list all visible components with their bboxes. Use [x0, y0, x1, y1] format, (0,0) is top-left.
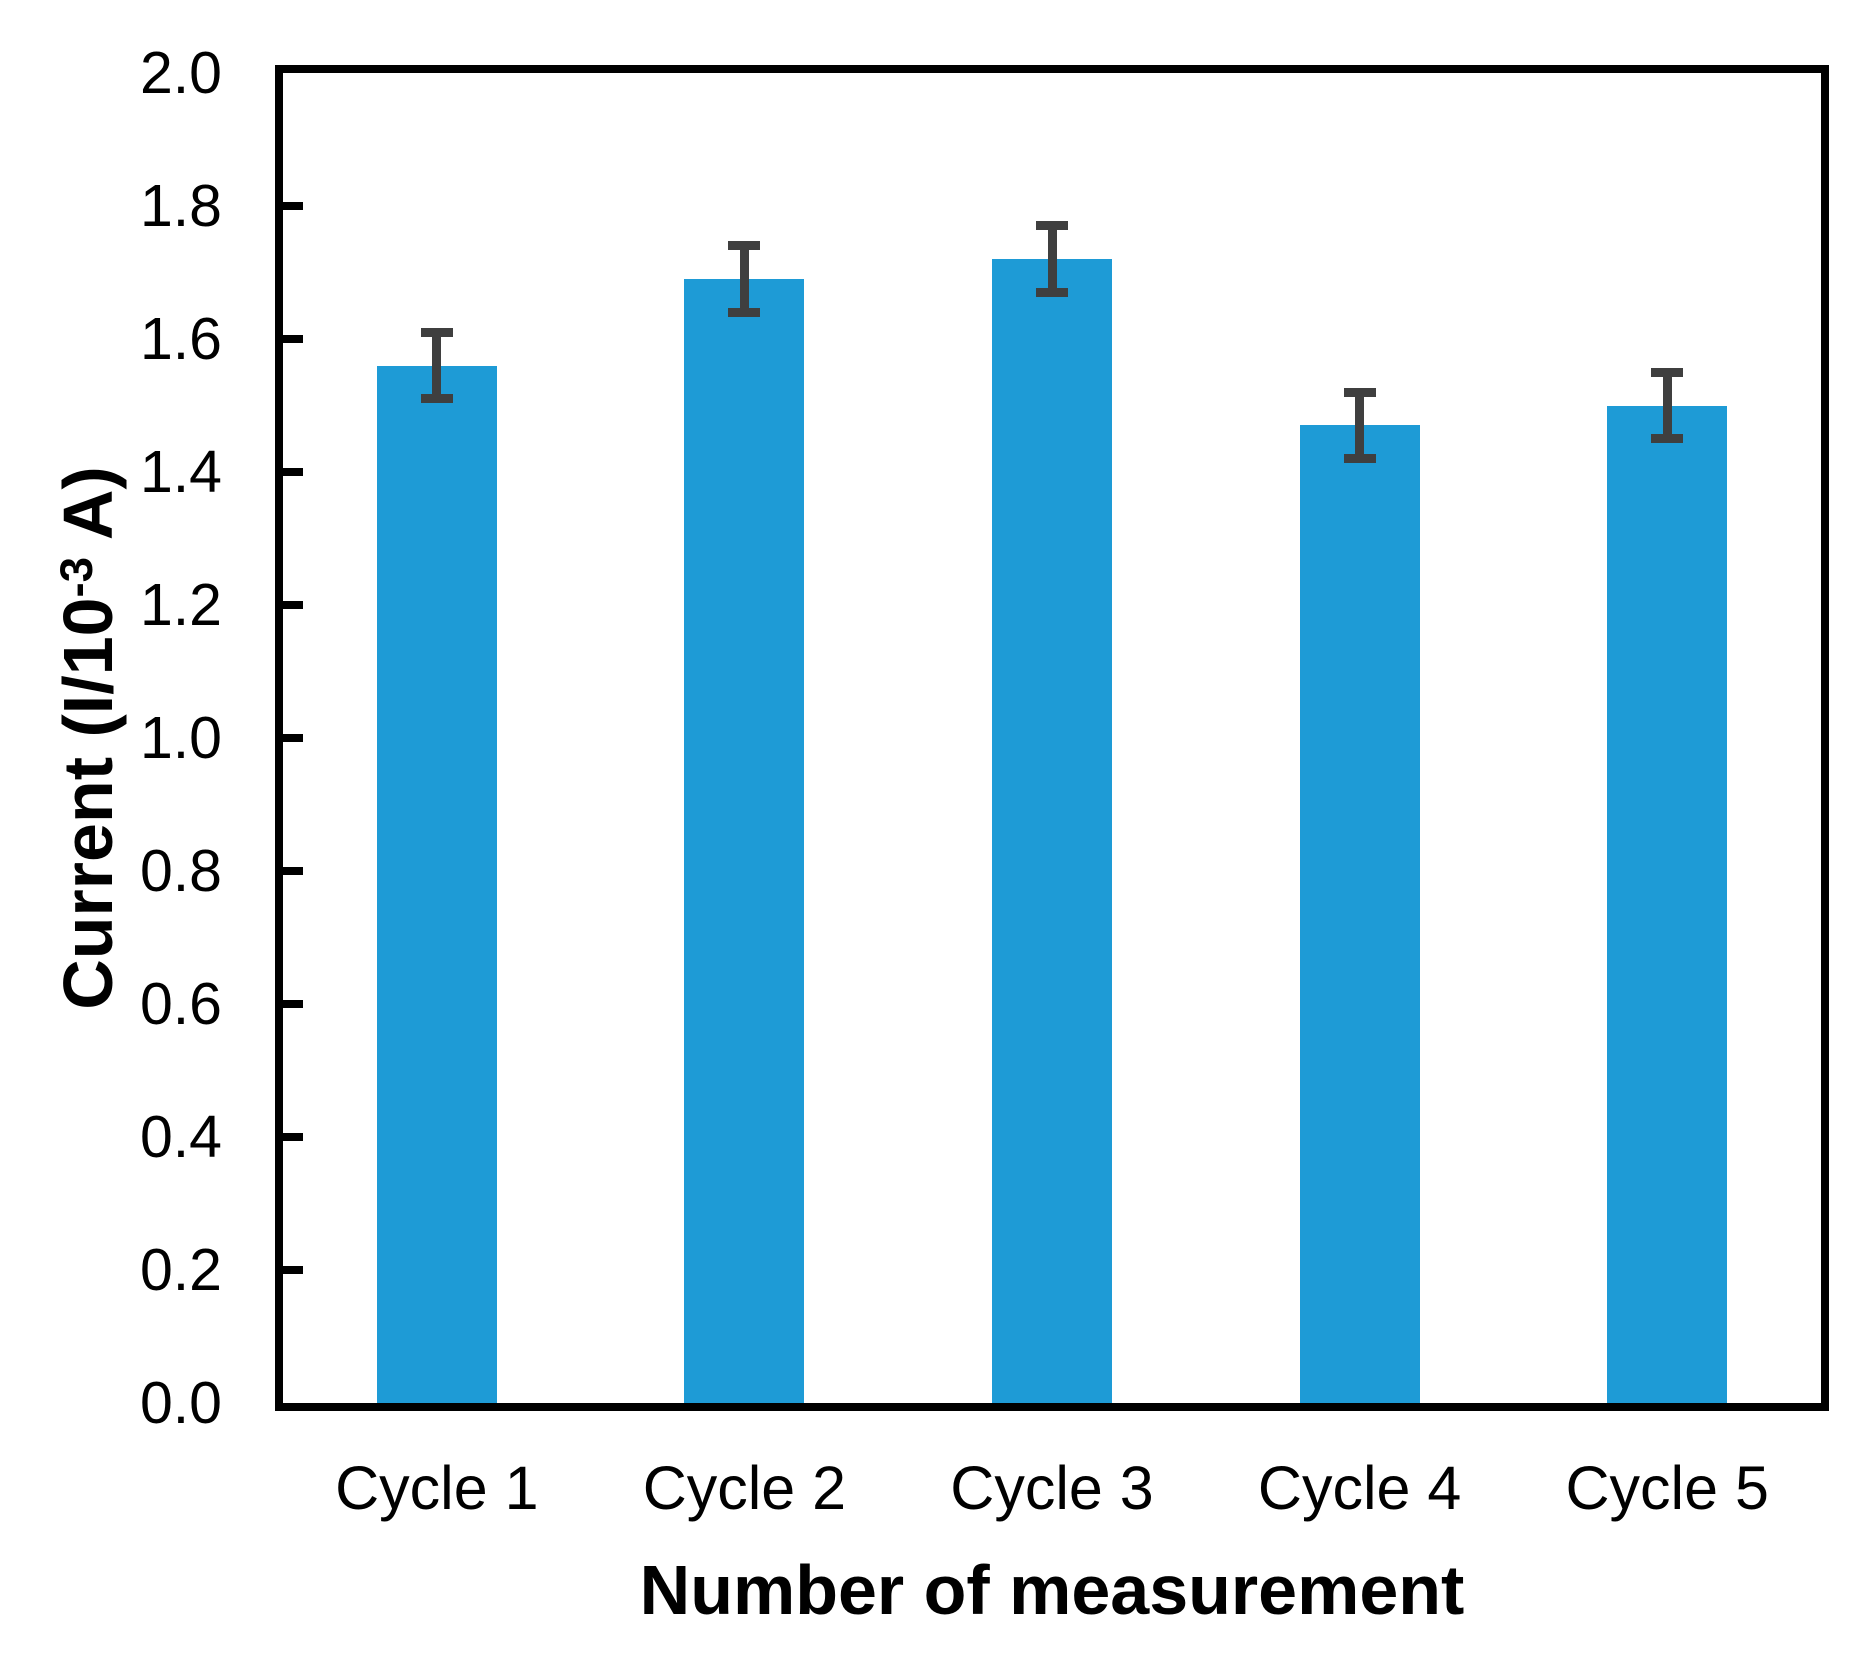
error-bar	[739, 245, 749, 313]
x-category-label: Cycle 4	[1257, 1454, 1462, 1522]
y-tick-mark	[283, 335, 303, 343]
error-bar-cap	[1036, 221, 1068, 231]
x-category-label: Cycle 1	[335, 1454, 539, 1522]
x-category-label: Cycle 3	[950, 1454, 1154, 1522]
error-bar-cap	[420, 327, 453, 337]
y-tick-mark	[283, 202, 303, 210]
y-tick-mark	[283, 734, 303, 742]
error-bar	[1662, 372, 1672, 439]
y-tick-label: 2.0	[139, 40, 222, 106]
y-tick-label: 1.6	[139, 306, 222, 372]
bar-cycle-1	[376, 365, 497, 1403]
bar-cycle-3	[992, 259, 1112, 1403]
y-tick-mark	[283, 1000, 303, 1008]
bar-cycle-5	[1607, 405, 1728, 1403]
plot-area	[275, 65, 1829, 1411]
y-tick-label: 0.0	[139, 1370, 222, 1436]
error-bar-cap	[420, 394, 453, 404]
x-category-label: Cycle 5	[1565, 1454, 1769, 1522]
x-axis-title: Number of measurement	[639, 1551, 1465, 1629]
error-bar-cap	[1651, 367, 1684, 377]
y-axis-title-text: Current (I/10	[49, 597, 127, 1010]
y-tick-label: 1.0	[139, 705, 222, 771]
error-bar	[1047, 225, 1057, 293]
y-tick-label: 0.4	[139, 1104, 222, 1170]
y-tick-mark	[283, 867, 303, 875]
bar-cycle-2	[684, 279, 805, 1403]
error-bar-cap	[728, 241, 761, 251]
y-tick-mark	[283, 1133, 303, 1141]
error-bar-cap	[1343, 387, 1376, 397]
y-tick-mark	[283, 601, 303, 609]
y-tick-label: 0.2	[139, 1237, 222, 1303]
x-category-label: Cycle 2	[642, 1454, 847, 1522]
error-bar-cap	[1343, 454, 1376, 464]
y-tick-label: 1.8	[139, 173, 222, 239]
y-tick-label: 0.6	[139, 971, 222, 1037]
error-bar-cap	[728, 307, 761, 317]
error-bar-cap	[1036, 287, 1068, 297]
y-tick-mark	[283, 468, 303, 476]
y-tick-mark	[283, 1266, 303, 1274]
y-tick-label: 0.8	[139, 838, 222, 904]
error-bar	[432, 332, 442, 399]
y-tick-label: 1.2	[139, 572, 222, 638]
y-tick-label: 1.4	[139, 439, 222, 505]
error-bar-cap	[1651, 434, 1684, 444]
error-bar	[1355, 392, 1365, 459]
bar-cycle-4	[1299, 425, 1420, 1403]
